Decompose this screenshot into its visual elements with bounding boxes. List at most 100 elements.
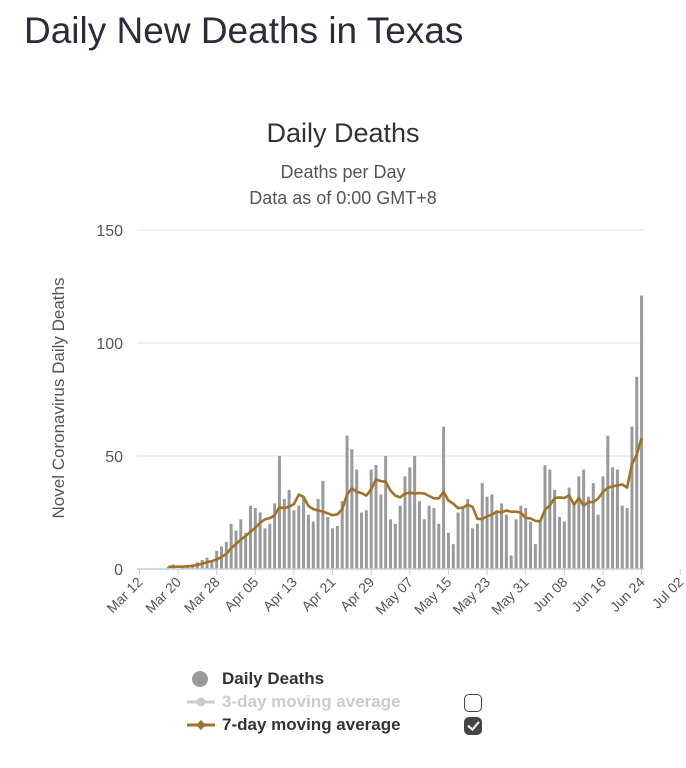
bar[interactable] [543, 465, 547, 569]
bar[interactable] [268, 523, 272, 569]
bar[interactable] [331, 528, 335, 569]
bar[interactable] [369, 469, 373, 569]
bar[interactable] [553, 489, 557, 569]
bar[interactable] [253, 507, 257, 569]
bar[interactable] [625, 507, 629, 569]
bar[interactable] [427, 505, 431, 569]
three-day-average-checkbox[interactable] [464, 694, 482, 712]
bar[interactable] [495, 510, 499, 569]
bar[interactable] [640, 295, 644, 569]
bar[interactable] [620, 505, 624, 569]
chart-subtitle: Deaths per Day [280, 162, 406, 182]
seven-day-average-series[interactable] [168, 437, 643, 568]
bar[interactable] [292, 510, 296, 569]
bar[interactable] [374, 465, 378, 569]
bar[interactable] [485, 496, 489, 569]
bar[interactable] [389, 519, 392, 569]
bar[interactable] [509, 555, 513, 569]
legend-item-3-day-average[interactable]: 3-day moving average [186, 691, 506, 714]
bar[interactable] [263, 528, 267, 569]
bar[interactable] [567, 487, 571, 569]
bar[interactable] [606, 435, 610, 569]
bar[interactable] [335, 526, 339, 569]
bar[interactable] [166, 566, 170, 569]
bar[interactable] [417, 501, 421, 569]
bar[interactable] [635, 376, 639, 569]
bar[interactable] [398, 505, 402, 569]
bar[interactable] [345, 435, 349, 569]
bar[interactable] [524, 507, 528, 569]
bar[interactable] [277, 456, 281, 569]
bar[interactable] [364, 510, 368, 569]
bar[interactable] [311, 521, 315, 569]
x-tick-label: Apr 29 [337, 574, 378, 615]
chart-title: Daily Deaths [266, 118, 420, 148]
bar[interactable] [350, 449, 354, 569]
bar[interactable] [403, 476, 407, 569]
bar[interactable] [321, 480, 325, 569]
bar[interactable] [591, 483, 595, 569]
legend-item-daily-deaths[interactable]: Daily Deaths [186, 668, 506, 691]
bar[interactable] [504, 514, 508, 569]
bar[interactable] [611, 467, 615, 569]
bar[interactable] [239, 519, 243, 569]
seven-day-average-line[interactable] [168, 437, 643, 568]
bar[interactable] [210, 562, 214, 569]
bar[interactable] [186, 566, 190, 569]
bar[interactable] [538, 521, 542, 569]
bar[interactable] [437, 523, 441, 569]
bar[interactable] [244, 532, 248, 569]
seven-day-average-checkbox[interactable] [464, 717, 482, 735]
bar[interactable] [306, 514, 310, 569]
bar[interactable] [475, 523, 479, 569]
bar[interactable] [558, 517, 561, 569]
bar[interactable] [615, 469, 619, 569]
bar[interactable] [577, 476, 581, 569]
bar[interactable] [422, 519, 426, 569]
bar[interactable] [548, 469, 552, 569]
bar[interactable] [446, 532, 450, 569]
bar[interactable] [302, 496, 306, 569]
bar[interactable] [586, 496, 590, 569]
bar[interactable] [224, 541, 228, 569]
bar[interactable] [432, 507, 436, 569]
bar[interactable] [514, 519, 518, 569]
bar[interactable] [258, 512, 262, 570]
bar[interactable] [379, 494, 383, 569]
bar[interactable] [490, 494, 494, 569]
bar[interactable] [519, 505, 523, 569]
bar[interactable] [562, 521, 566, 569]
bar[interactable] [340, 501, 344, 569]
bar[interactable] [500, 503, 504, 569]
bar[interactable] [297, 505, 301, 569]
bar[interactable] [456, 512, 460, 570]
bar[interactable] [582, 469, 586, 569]
bar[interactable] [393, 523, 397, 569]
bar[interactable] [572, 505, 576, 569]
bar[interactable] [413, 456, 417, 569]
bar[interactable] [282, 498, 286, 569]
bar[interactable] [384, 456, 388, 569]
bar[interactable] [533, 544, 537, 569]
bar[interactable] [466, 498, 470, 569]
x-tick-label: Mar 28 [181, 574, 223, 616]
bar[interactable] [355, 469, 359, 569]
bar[interactable] [442, 426, 446, 569]
bar[interactable] [461, 507, 465, 569]
bar[interactable] [316, 498, 320, 569]
bar[interactable] [234, 530, 238, 569]
bar[interactable] [326, 517, 330, 569]
bar[interactable] [273, 503, 277, 569]
bar[interactable] [287, 489, 291, 569]
bar[interactable] [248, 505, 252, 569]
bar[interactable] [601, 476, 605, 569]
bar[interactable] [360, 512, 364, 570]
bar[interactable] [471, 528, 475, 569]
bar[interactable] [480, 483, 484, 569]
bar[interactable] [529, 521, 533, 569]
bar[interactable] [596, 514, 600, 569]
legend-item-7-day-average[interactable]: 7-day moving average [186, 714, 506, 737]
bar[interactable] [630, 426, 634, 569]
bar[interactable] [408, 467, 412, 569]
bar[interactable] [451, 544, 455, 569]
